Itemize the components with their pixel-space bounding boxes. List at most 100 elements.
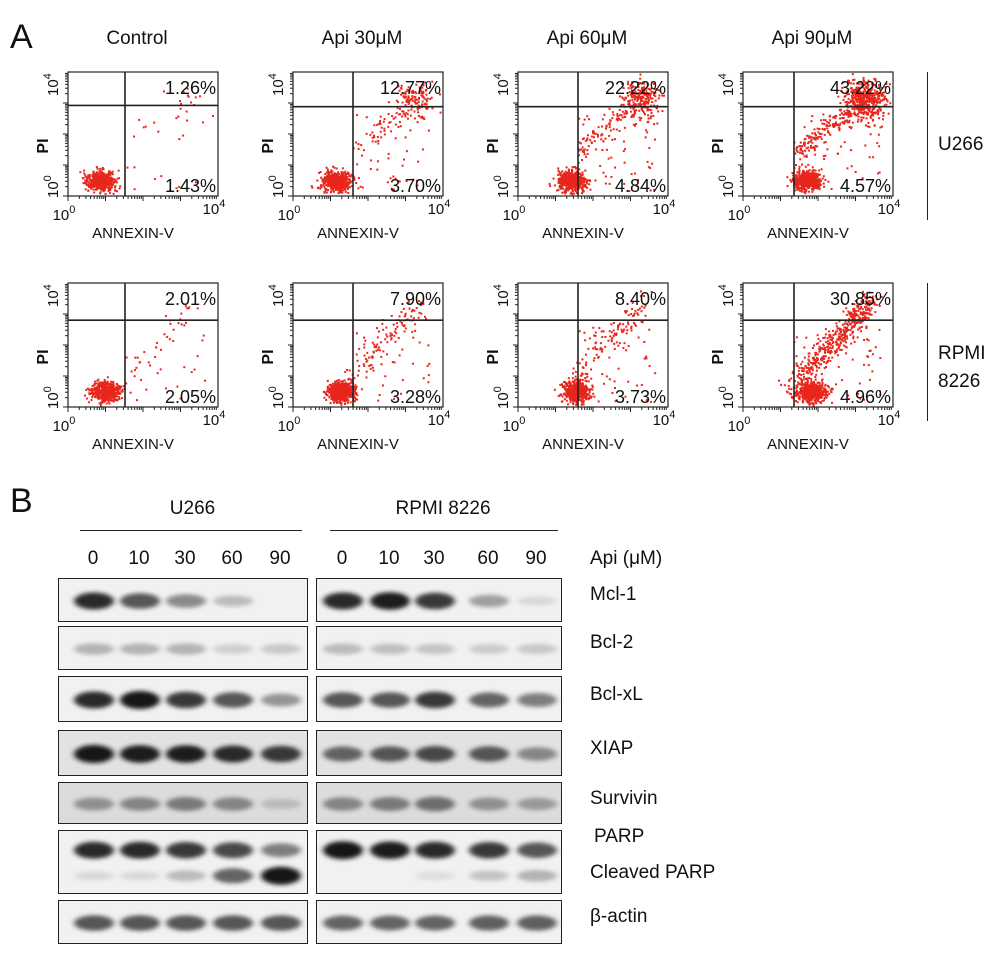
event-dot — [799, 178, 802, 181]
event-dot — [104, 176, 107, 179]
event-dot — [416, 102, 419, 105]
event-dot — [97, 378, 100, 381]
event-dot — [379, 341, 382, 344]
event-dot — [371, 136, 374, 139]
event-dot — [354, 392, 357, 395]
event-dot — [334, 395, 337, 398]
event-dot — [640, 95, 643, 98]
event-dot — [814, 134, 817, 137]
event-dot — [654, 95, 657, 98]
event-dot — [406, 89, 409, 92]
event-dot — [630, 173, 633, 176]
x-tick-label-max: 104 — [203, 409, 226, 429]
event-dot — [408, 89, 411, 92]
event-dot — [864, 124, 867, 127]
event-dot — [106, 175, 109, 178]
event-dot — [91, 180, 94, 183]
y-tick-label-max: 104 — [492, 73, 512, 96]
event-dot — [407, 86, 410, 89]
event-dot — [422, 90, 425, 93]
event-dot — [357, 147, 360, 150]
event-dot — [399, 125, 402, 128]
event-dot — [339, 393, 342, 396]
event-dot — [93, 393, 96, 396]
event-dot — [603, 113, 606, 116]
event-dot — [336, 401, 339, 404]
event-dot — [570, 191, 573, 194]
event-dot — [798, 180, 801, 183]
event-dot — [574, 186, 577, 189]
event-dot — [339, 383, 342, 386]
event-dot — [875, 98, 878, 101]
event-dot — [884, 86, 887, 89]
event-dot — [95, 171, 98, 174]
event-dot — [882, 98, 885, 101]
event-dot — [95, 166, 98, 169]
event-dot — [810, 181, 813, 184]
event-dot — [110, 395, 113, 398]
event-dot — [828, 115, 831, 118]
event-dot — [405, 179, 408, 182]
event-dot — [337, 180, 340, 183]
event-dot — [356, 163, 359, 166]
event-dot — [646, 83, 649, 86]
y-axis-label: PI — [35, 349, 52, 364]
event-dot — [182, 91, 185, 94]
event-dot — [133, 369, 136, 372]
event-dot — [570, 168, 573, 171]
event-dot — [365, 370, 368, 373]
event-dot — [325, 399, 328, 402]
event-dot — [808, 169, 811, 172]
event-dot — [803, 138, 806, 141]
event-dot — [834, 117, 837, 120]
event-dot — [332, 183, 335, 186]
event-dot — [601, 118, 604, 121]
event-dot — [369, 367, 372, 370]
event-dot — [404, 327, 407, 330]
x-tick-label-min: 100 — [278, 204, 301, 224]
event-dot — [851, 73, 854, 76]
event-dot — [581, 190, 584, 193]
event-dot — [616, 119, 619, 122]
event-dot — [808, 136, 811, 139]
event-dot — [813, 177, 816, 180]
event-dot — [582, 190, 585, 193]
event-dot — [332, 176, 335, 179]
event-dot — [805, 147, 808, 150]
event-dot — [371, 131, 374, 134]
event-dot — [633, 112, 636, 115]
event-dot — [866, 91, 869, 94]
event-dot — [638, 109, 641, 112]
event-dot — [624, 112, 627, 115]
event-dot — [641, 109, 644, 112]
event-dot — [353, 388, 356, 391]
event-dot — [628, 91, 631, 94]
event-dot — [618, 117, 621, 120]
event-dot — [790, 180, 793, 183]
event-dot — [584, 169, 587, 172]
event-dot — [797, 186, 800, 189]
event-dot — [794, 152, 797, 155]
event-dot — [842, 81, 845, 84]
event-dot — [874, 92, 877, 95]
event-dot — [126, 166, 129, 169]
event-dot — [99, 391, 102, 394]
event-dot — [622, 97, 625, 100]
event-dot — [119, 185, 122, 188]
event-dot — [871, 97, 874, 100]
event-dot — [324, 187, 327, 190]
event-dot — [342, 180, 345, 183]
event-dot — [632, 115, 635, 118]
event-dot — [560, 178, 563, 181]
event-dot — [380, 355, 383, 358]
event-dot — [652, 91, 655, 94]
event-dot — [587, 145, 590, 148]
event-dot — [576, 188, 579, 191]
event-dot — [104, 387, 107, 390]
event-dot — [408, 307, 411, 310]
event-dot — [798, 145, 801, 148]
event-dot — [410, 104, 413, 107]
event-dot — [794, 164, 797, 167]
event-dot — [639, 102, 642, 105]
event-dot — [808, 135, 811, 138]
